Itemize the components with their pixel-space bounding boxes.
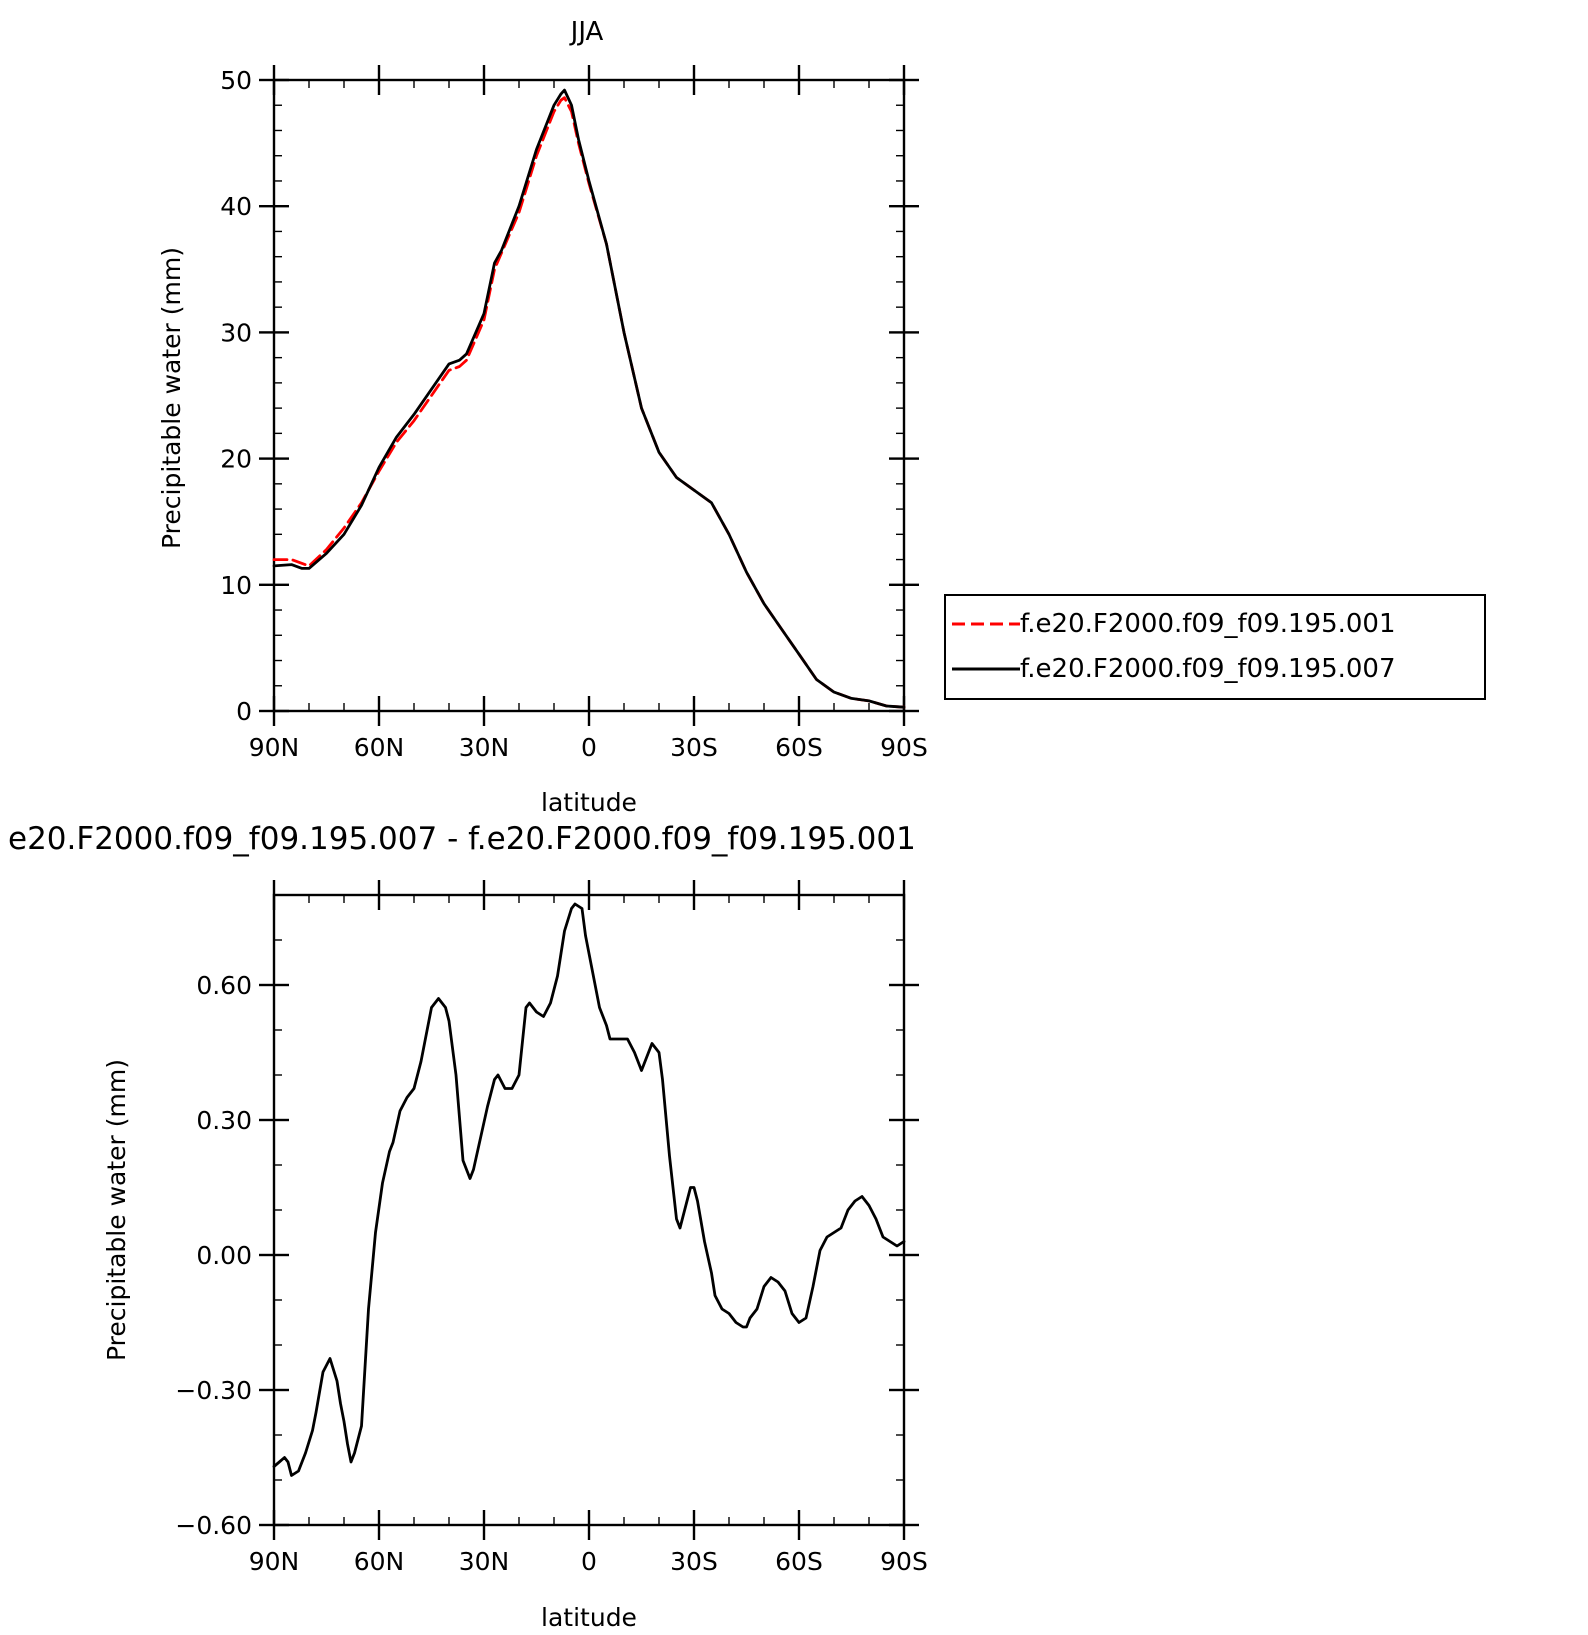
y-tick-label: 0.60 [196, 971, 252, 1000]
x-tick-label: 60N [354, 733, 405, 762]
bottom-y-tick-labels: −0.60 −0.30 0.00 0.30 0.60 [175, 971, 252, 1540]
top-chart-title: JJA [569, 17, 604, 47]
x-tick-label: 0 [581, 1547, 597, 1576]
bottom-series-lines [272, 902, 906, 1477]
x-tick-label: 90N [249, 1547, 300, 1576]
bottom-y-axis-label: Precipitable water (mm) [102, 1059, 131, 1361]
y-tick-label: 0.00 [196, 1241, 252, 1270]
legend-box [944, 594, 1486, 700]
legend: f.e20.F2000.f09_f09.195.001 f.e20.F2000.… [944, 594, 1486, 700]
x-tick-label: 60S [775, 733, 823, 762]
legend-label-series-2: f.e20.F2000.f09_f09.195.007 [1020, 654, 1396, 684]
y-tick-label: 10 [220, 571, 252, 600]
bot-series-line-1 [272, 902, 906, 1477]
top-y-tick-labels: 0 10 20 30 40 50 [220, 66, 252, 726]
y-tick-label: −0.60 [175, 1511, 252, 1540]
bottom-x-tick-labels: 90N 60N 30N 0 30S 60S 90S [249, 1547, 928, 1576]
top-plot-frame [272, 78, 906, 713]
x-tick-label: 30S [670, 1547, 718, 1576]
y-tick-label: −0.30 [175, 1376, 252, 1405]
bottom-plot-frame [272, 893, 906, 1527]
x-tick-label: 60N [354, 1547, 405, 1576]
top-minor-ticks [274, 80, 904, 711]
bottom-major-ticks [259, 880, 919, 1540]
top-panel: JJA 90N 60N 30N 0 30S 60S 90S 0 10 20 30 40 50 lati… [157, 17, 1486, 817]
x-tick-label: 30N [459, 1547, 510, 1576]
x-tick-label: 30S [670, 733, 718, 762]
top-x-axis-label: latitude [541, 788, 637, 817]
x-tick-label: 0 [581, 733, 597, 762]
top-y-axis-label: Precipitable water (mm) [157, 247, 186, 549]
top-series-lines [272, 88, 906, 709]
y-tick-label: 0 [236, 697, 252, 726]
x-tick-label: 30N [459, 733, 510, 762]
top-major-ticks [259, 65, 919, 726]
y-tick-label: 0.30 [196, 1106, 252, 1135]
bottom-chart-title: e20.F2000.f09_f09.195.007 - f.e20.F2000.… [8, 821, 916, 857]
legend-label-series-1: f.e20.F2000.f09_f09.195.001 [1020, 609, 1396, 639]
y-tick-label: 50 [220, 66, 252, 95]
y-tick-label: 40 [220, 192, 252, 221]
x-tick-label: 90S [880, 1547, 928, 1576]
bottom-x-axis-label: latitude [541, 1603, 637, 1632]
bottom-panel: e20.F2000.f09_f09.195.007 - f.e20.F2000.… [8, 821, 928, 1632]
top-x-tick-labels: 90N 60N 30N 0 30S 60S 90S [249, 733, 928, 762]
x-tick-label: 90S [880, 733, 928, 762]
x-tick-label: 90N [249, 733, 300, 762]
x-tick-label: 60S [775, 1547, 823, 1576]
y-tick-label: 30 [220, 318, 252, 347]
top-series-line-2 [272, 88, 906, 709]
top-series-line-1 [272, 96, 906, 709]
y-tick-label: 20 [220, 445, 252, 474]
bottom-minor-ticks [274, 894, 904, 1525]
